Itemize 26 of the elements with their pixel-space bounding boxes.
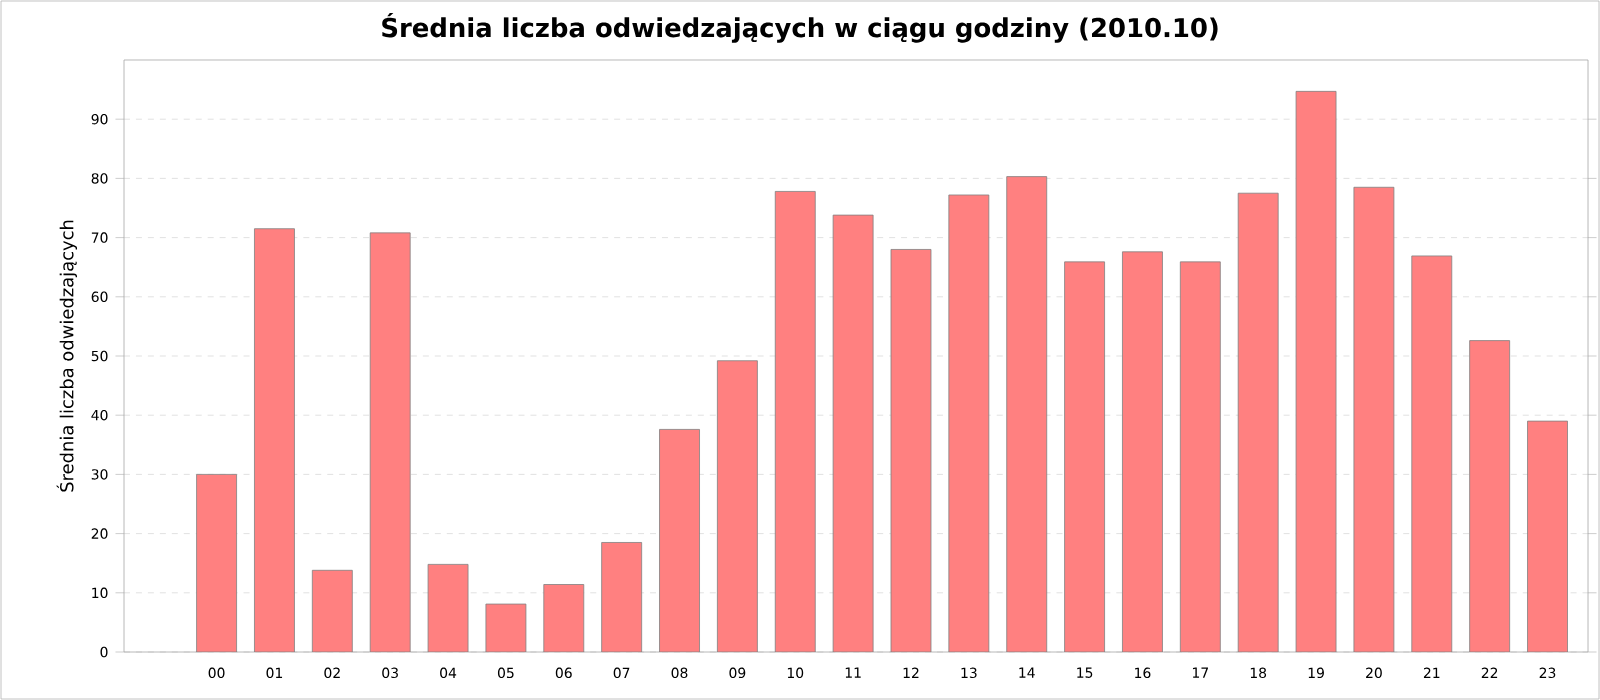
bar bbox=[1353, 187, 1394, 652]
bar bbox=[948, 194, 989, 652]
bar bbox=[1411, 255, 1452, 652]
bar bbox=[833, 215, 874, 652]
bar bbox=[1122, 251, 1163, 652]
chart-title: Średnia liczba odwiedzających w ciągu godziny (2010.10) bbox=[382, 13, 1218, 43]
bar bbox=[485, 604, 526, 652]
bar bbox=[196, 474, 237, 652]
bar bbox=[1006, 176, 1047, 652]
bar bbox=[601, 542, 642, 652]
y-axis-title: Średnia liczba odwiedzających bbox=[56, 220, 78, 492]
bar bbox=[428, 564, 469, 652]
bar bbox=[659, 429, 700, 652]
bar bbox=[1469, 340, 1510, 652]
bar bbox=[1527, 420, 1568, 652]
bar bbox=[1180, 261, 1221, 652]
bar bbox=[1064, 261, 1105, 652]
bar bbox=[312, 570, 353, 652]
bar bbox=[775, 191, 816, 652]
bar bbox=[890, 249, 931, 652]
bar bbox=[254, 228, 295, 652]
bar bbox=[543, 584, 584, 652]
bar bbox=[370, 232, 411, 652]
bar bbox=[1238, 193, 1279, 652]
bar bbox=[717, 360, 758, 652]
bar bbox=[1296, 91, 1337, 652]
